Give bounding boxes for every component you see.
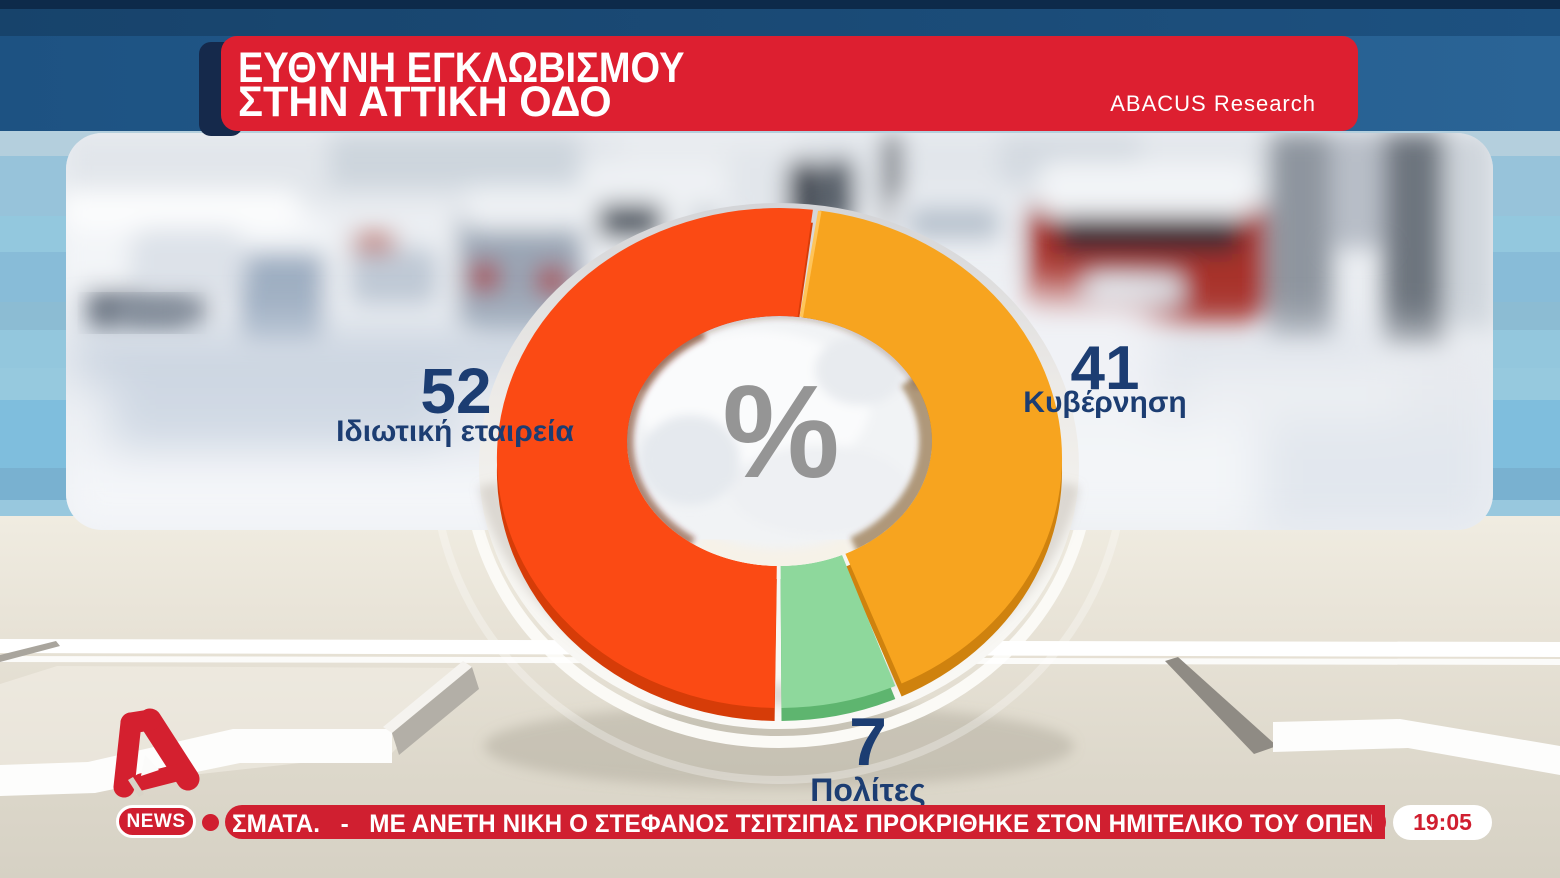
svg-text:%: %	[722, 358, 839, 505]
